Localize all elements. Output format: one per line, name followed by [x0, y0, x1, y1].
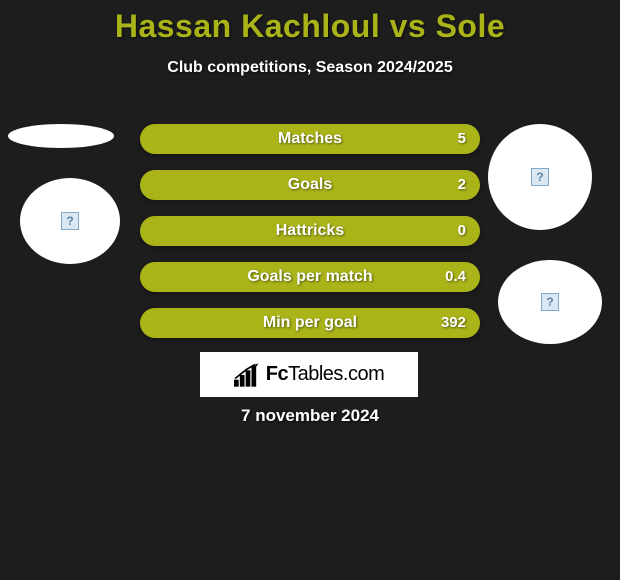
player2-name: Sole — [436, 8, 506, 44]
comparison-title: Hassan Kachloul vs Sole — [0, 0, 620, 45]
stat-value-right: 0.4 — [445, 262, 466, 292]
brand-badge: FcTables.com — [200, 352, 418, 397]
decor-circle-top-right — [488, 124, 592, 230]
title-vs: vs — [390, 8, 427, 44]
decor-ellipse-left-flat — [8, 124, 114, 148]
image-placeholder-icon — [541, 293, 559, 311]
stat-row: Min per goal392 — [140, 308, 480, 338]
stat-value-right: 2 — [458, 170, 466, 200]
stat-row: Goals2 — [140, 170, 480, 200]
stat-label: Min per goal — [140, 308, 480, 338]
snapshot-date: 7 november 2024 — [0, 406, 620, 426]
stat-value-right: 0 — [458, 216, 466, 246]
decor-circle-left — [20, 178, 120, 264]
brand-text: FcTables.com — [266, 363, 385, 386]
stat-label: Hattricks — [140, 216, 480, 246]
image-placeholder-icon — [531, 168, 549, 186]
subtitle: Club competitions, Season 2024/2025 — [0, 59, 620, 77]
stat-label: Goals per match — [140, 262, 480, 292]
stat-value-right: 5 — [458, 124, 466, 154]
stat-row: Hattricks0 — [140, 216, 480, 246]
player1-name: Hassan Kachloul — [115, 8, 380, 44]
stat-label: Goals — [140, 170, 480, 200]
stat-row: Goals per match0.4 — [140, 262, 480, 292]
stat-label: Matches — [140, 124, 480, 154]
decor-circle-bottom-right — [498, 260, 602, 344]
image-placeholder-icon — [61, 212, 79, 230]
bars-icon — [234, 363, 262, 387]
stats-list: Matches5Goals2Hattricks0Goals per match0… — [140, 124, 480, 354]
stat-row: Matches5 — [140, 124, 480, 154]
stat-value-right: 392 — [441, 308, 466, 338]
